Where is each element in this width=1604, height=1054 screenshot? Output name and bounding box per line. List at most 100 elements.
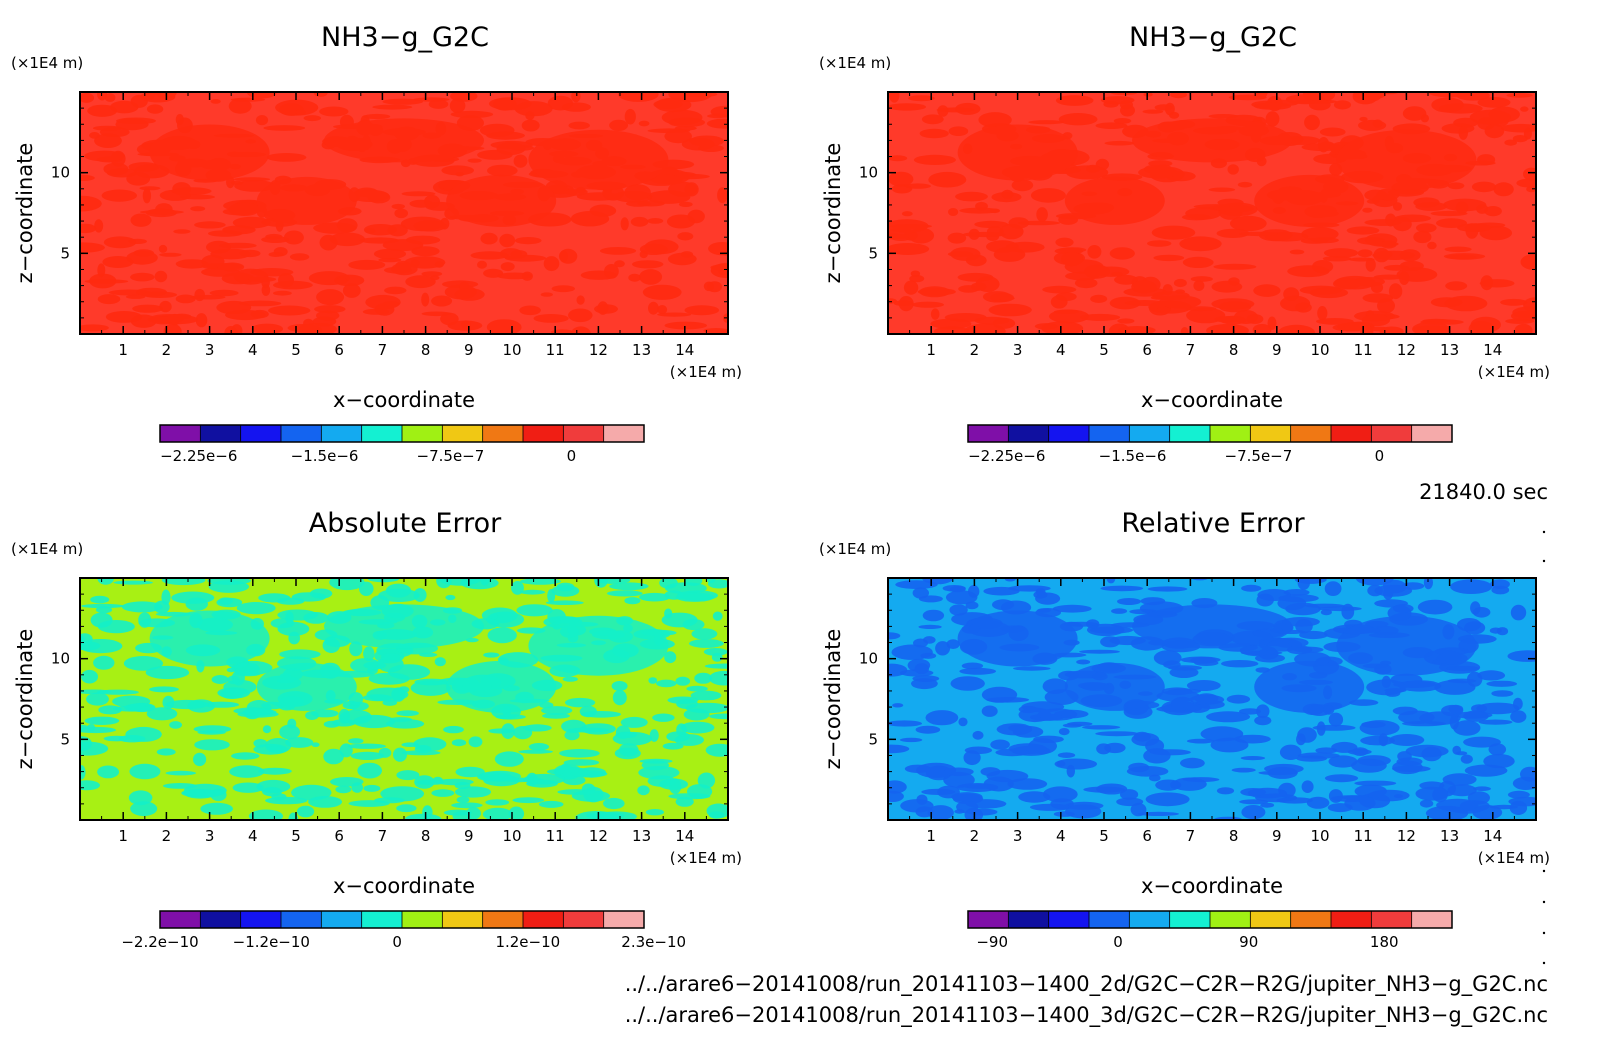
x-tick-label: 4	[248, 827, 258, 845]
y-axis-label: z−coordinate	[821, 629, 845, 770]
x-tick-label: 11	[546, 827, 565, 845]
x-tick-label: 5	[1099, 341, 1109, 359]
y-axis-label: z−coordinate	[13, 629, 37, 770]
x-tick-label: 3	[1013, 827, 1023, 845]
colorbar-tick-label: −2.2e−10	[121, 933, 198, 951]
colorbar-swatch	[1129, 425, 1171, 442]
x-tick-label: 6	[334, 827, 344, 845]
colorbar-tick-label: −7.5e−7	[1225, 447, 1293, 465]
x-tick-label: 7	[1186, 827, 1196, 845]
x-tick-label: 8	[421, 827, 431, 845]
colorbar-tick-label: −90	[976, 933, 1008, 951]
colorbar-swatch	[523, 911, 564, 928]
x-tick-label: 6	[1142, 341, 1152, 359]
file-path-1: ../../arare6−20141008/run_20141103−1400_…	[625, 972, 1548, 997]
colorbar: −90 0 90 180	[967, 910, 1453, 951]
x-axis-label: x−coordinate	[1141, 874, 1283, 898]
x-tick-label: 13	[632, 827, 651, 845]
colorbar-swatch	[1331, 911, 1372, 928]
colorbar-swatch	[1371, 425, 1413, 442]
colorbar-tick-label: 1.2e−10	[495, 933, 560, 951]
x-tick-label: 10	[1310, 341, 1329, 359]
colorbar-swatch	[1210, 911, 1251, 928]
x-tick-label: 7	[1186, 341, 1196, 359]
colorbar-swatch	[1210, 425, 1251, 442]
colorbar-swatch	[200, 911, 242, 928]
colorbar-swatch	[160, 911, 201, 928]
x-tick-label: 14	[675, 341, 694, 359]
colorbar-swatch	[482, 911, 524, 928]
heatmap-field	[80, 578, 728, 820]
colorbar-tick-label: −7.5e−7	[417, 447, 485, 465]
x-tick-label: 1	[118, 827, 128, 845]
colorbar-swatch	[1290, 911, 1332, 928]
x-axis-label: x−coordinate	[333, 874, 475, 898]
y-unit-label: (×1E4 m)	[11, 54, 83, 72]
time-label: 21840.0 sec	[1419, 480, 1548, 504]
x-tick-label: 1	[926, 827, 936, 845]
colorbar-swatch	[968, 911, 1009, 928]
panel-title: Absolute Error	[309, 508, 502, 539]
x-tick-label: 2	[970, 341, 980, 359]
colorbar-tick-label: 0	[1113, 933, 1123, 951]
colorbar-swatch	[1169, 425, 1211, 442]
colorbar-tick-label: 180	[1370, 933, 1399, 951]
colorbar-swatch	[1411, 911, 1453, 928]
colorbar-tick-label: 2.3e−10	[621, 933, 686, 951]
x-tick-label: 2	[970, 827, 980, 845]
colorbar-tick-label: −2.25e−6	[968, 447, 1045, 465]
y-unit-label: (×1E4 m)	[819, 54, 891, 72]
panel-1: NH3−g_G2C(×1E4 m)1 2 3 4 5 6 7 8 9 10 11 12 13 14510(…	[11, 22, 742, 465]
colorbar-swatch	[603, 911, 645, 928]
y-unit-label: (×1E4 m)	[819, 540, 891, 558]
x-tick-label: 11	[1354, 827, 1373, 845]
x-tick-label: 7	[378, 341, 388, 359]
panel-4: Relative Error(×1E4 m)1 2 3 4 5 6 7 8 9 10 11 12 13 1…	[819, 508, 1550, 951]
x-axis-label: x−coordinate	[1141, 388, 1283, 412]
colorbar: −2.2e−10 −1.2e−10 0 1.2e−10 2.3e−10	[121, 910, 686, 951]
edge-dots	[1542, 530, 1546, 965]
colorbar-tick-label: −1.5e−6	[1099, 447, 1167, 465]
colorbar-swatch	[1008, 911, 1050, 928]
x-tick-label: 12	[1397, 341, 1416, 359]
colorbar-swatch	[200, 425, 242, 442]
x-tick-label: 14	[675, 827, 694, 845]
x-tick-label: 3	[205, 827, 215, 845]
x-tick-label: 4	[248, 341, 258, 359]
y-axis-label: z−coordinate	[821, 143, 845, 284]
x-tick-label: 5	[1099, 827, 1109, 845]
heatmap-field	[888, 578, 1536, 820]
x-tick-label: 8	[1229, 341, 1239, 359]
x-axis-label: x−coordinate	[333, 388, 475, 412]
x-tick-label: 12	[589, 827, 608, 845]
colorbar-swatch	[1048, 425, 1090, 442]
colorbar: −2.25e−6 −1.5e−6 −7.5e−7 0	[159, 424, 645, 465]
colorbar-tick-label: 0	[1375, 447, 1385, 465]
x-tick-label: 9	[1272, 341, 1282, 359]
x-tick-label: 11	[546, 341, 565, 359]
colorbar-swatch	[482, 425, 524, 442]
x-tick-label: 10	[1310, 827, 1329, 845]
colorbar-tick-label: 0	[392, 933, 402, 951]
y-tick-label: 5	[60, 730, 70, 748]
colorbar-swatch	[1411, 425, 1453, 442]
colorbar-swatch	[240, 425, 282, 442]
x-tick-label: 11	[1354, 341, 1373, 359]
x-unit-label: (×1E4 m)	[1478, 849, 1550, 867]
y-tick-label: 5	[868, 244, 878, 262]
colorbar-swatch	[1331, 425, 1372, 442]
x-tick-label: 6	[334, 341, 344, 359]
x-tick-label: 4	[1056, 827, 1066, 845]
heatmap-field	[888, 92, 1536, 334]
panel-title: NH3−g_G2C	[321, 22, 489, 53]
colorbar-swatch	[402, 425, 443, 442]
x-tick-label: 2	[162, 341, 172, 359]
colorbar-tick-label: 90	[1239, 933, 1258, 951]
colorbar-swatch	[1250, 911, 1292, 928]
x-tick-label: 10	[502, 341, 521, 359]
y-tick-label: 10	[859, 650, 878, 668]
y-tick-label: 10	[51, 164, 70, 182]
panel-3: Absolute Error(×1E4 m)1 2 3 4 5 6 7 8 9 10 11 12 13 1…	[11, 508, 742, 951]
colorbar-swatch	[442, 911, 484, 928]
colorbar-tick-label: 0	[567, 447, 577, 465]
